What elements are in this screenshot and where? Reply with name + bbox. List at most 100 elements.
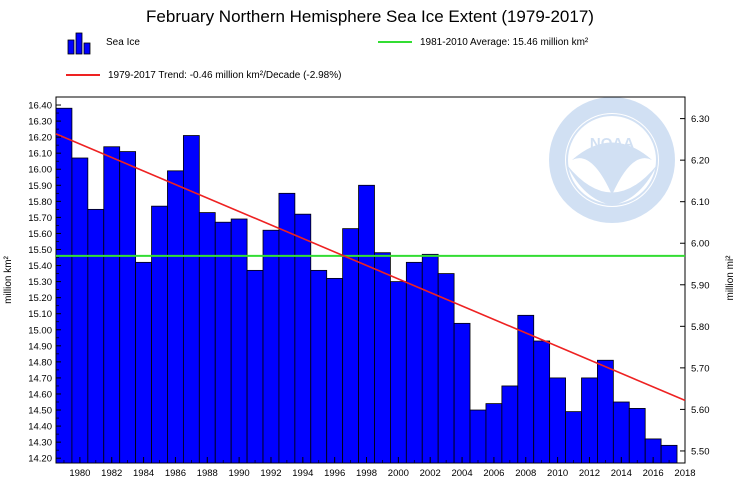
y-tick-label: 15.80 [28,197,52,208]
y-right-tick-label: 6.20 [691,156,710,167]
legend-sea-ice-label: Sea Ice [106,37,140,48]
right-axis: 5.50 5.60 5.70 5.80 5.90 6.00 6.10 6.20 6.30 [680,114,710,457]
x-tick-label: 2014 [611,468,632,479]
y-tick-label: 16.40 [28,101,52,112]
x-tick-label: 1982 [101,468,122,479]
bar-2004 [453,322,471,464]
y-right-tick-label: 5.50 [691,446,710,457]
y-right-tick-label: 6.10 [691,197,710,208]
bar-2009 [533,340,551,464]
bar-1999 [374,252,391,464]
y-tick-label: 16.10 [28,149,52,160]
bar-1987 [182,135,200,464]
y-tick-label: 15.10 [28,309,52,320]
trend-line [55,133,686,402]
x-tick-label: 1990 [229,468,250,479]
y-tick-label: 14.50 [28,406,52,417]
bar-1992 [262,229,280,464]
bar-1983 [119,151,137,464]
y-tick-label: 16.00 [28,165,52,176]
y-tick-label: 14.90 [28,341,52,352]
bar-1995 [310,269,328,464]
y-tick-label: 14.80 [28,357,52,368]
bar-1981 [87,208,105,464]
bar-2010 [549,377,566,464]
x-tick-label: 1986 [165,468,186,479]
x-tick-label: 2006 [483,468,504,479]
bar-1984 [135,261,152,464]
noaa-logo-text: NOAA [590,135,634,152]
legend-average-label: 1981-2010 Average: 15.46 million km² [420,37,589,48]
y-axis-left-label: million km² [3,255,14,303]
chart-title: February Northern Hemisphere Sea Ice Ext… [146,7,594,26]
y-tick-label: 15.30 [28,277,52,288]
bar-1980 [71,157,89,464]
x-tick-label: 2010 [547,468,568,479]
x-tick-label: 1988 [197,468,218,479]
y-tick-label: 15.40 [28,261,52,272]
x-tick-label: 2000 [388,468,409,479]
x-tick-label: 2012 [579,468,600,479]
x-tick-label: 2018 [674,468,695,479]
y-tick-label: 15.70 [28,213,52,224]
bar-1985 [151,205,168,464]
bar-1986 [167,170,184,464]
y-tick-label: 15.60 [28,229,52,240]
bar-2006 [485,403,503,464]
x-tick-label: 2008 [515,468,536,479]
x-tick-label: 2016 [643,468,664,479]
legend: Sea Ice 1981-2010 Average: 15.46 million… [66,32,589,81]
x-tick-label: 2002 [420,468,441,479]
y-tick-label: 15.90 [28,181,52,192]
y-right-tick-label: 5.60 [691,405,710,416]
x-tick-label: 1980 [69,468,90,479]
x-tick-label: 1984 [133,468,154,479]
y-tick-label: 14.70 [28,373,52,384]
bar-1994 [294,213,312,464]
bar-2005 [469,409,487,464]
y-right-tick-label: 6.00 [691,239,710,250]
y-tick-label: 15.20 [28,293,52,304]
bar-2000 [390,281,407,464]
bar-1988 [198,212,216,464]
bars [55,107,678,464]
bar-1998 [358,184,375,464]
bar-2015 [628,408,646,464]
legend-sea-ice-icon [67,32,91,55]
x-tick-label: 1996 [324,468,345,479]
bar-1996 [326,277,344,464]
bar-2014 [612,401,630,464]
bar-2011 [565,411,582,464]
bar-2013 [597,359,614,464]
noaa-logo-watermark: NOAA [549,97,675,223]
bar-2012 [581,377,598,464]
x-tick-label: 1998 [356,468,377,479]
reference-lines [55,133,686,402]
x-tick-label: 1992 [260,468,281,479]
y-axis-right-label: million mi² [725,255,736,301]
y-right-tick-label: 6.30 [691,114,710,125]
bar-1989 [214,221,232,464]
y-tick-label: 14.30 [28,438,52,449]
y-right-tick-label: 5.90 [691,280,710,291]
y-tick-label: 15.00 [28,325,52,336]
y-right-tick-label: 5.70 [691,363,710,374]
y-tick-label: 14.20 [28,454,52,465]
y-tick-label: 15.50 [28,245,52,256]
bar-1997 [342,228,359,464]
y-tick-label: 14.60 [28,389,52,400]
plot-area: 14.20 14.30 14.40 14.50 14.60 14.70 14.80 14.90… [28,96,710,479]
x-tick-label: 2004 [451,468,472,479]
y-tick-label: 16.30 [28,117,52,128]
x-axis: 1980 1982 1984 1986 1988 1990 1992 1994 1996 1998… [63,457,696,479]
y-tick-label: 16.20 [28,133,52,144]
left-axis: 14.20 14.30 14.40 14.50 14.60 14.70 14.80 14.90… [28,96,61,465]
bar-2008 [517,314,535,464]
bar-2007 [501,385,519,464]
bar-2001 [405,261,423,464]
x-tick-label: 1994 [292,468,313,479]
y-tick-label: 14.40 [28,422,52,433]
legend-trend-label: 1979-2017 Trend: -0.46 million km²/Decad… [108,70,341,81]
bar-2002 [421,253,439,464]
